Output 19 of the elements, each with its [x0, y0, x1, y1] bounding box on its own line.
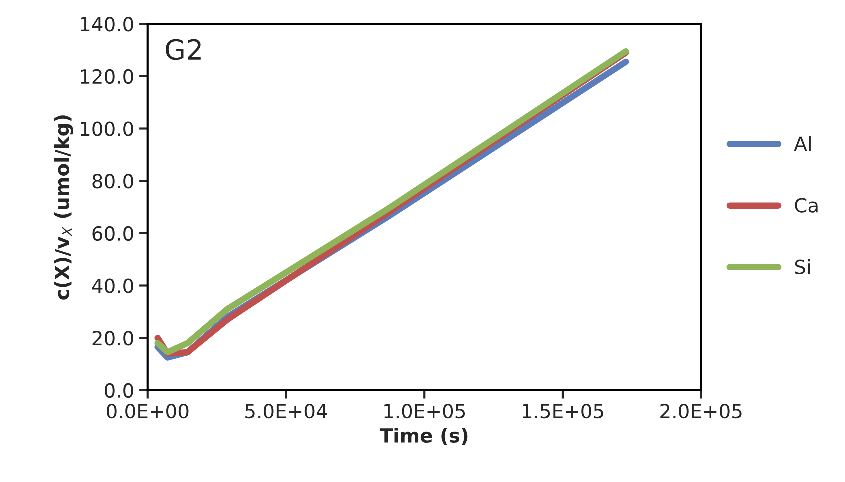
- y-axis-title: c(X)/v$_{X}$ (umol/kg): [54, 116, 74, 300]
- legend-label: Si: [795, 259, 810, 274]
- y-tick-label: 0.0: [105, 383, 134, 398]
- y-tick-label: 100.0: [81, 122, 134, 136]
- y-tick-label: 20.0: [92, 331, 134, 346]
- x-tick-label: 0.0E+00: [107, 404, 189, 419]
- y-tick-label: 40.0: [92, 278, 134, 294]
- x-tick-label: 5.0E+04: [246, 404, 328, 419]
- y-tick-label: 140.0: [81, 17, 134, 32]
- x-tick-label: 1.5E+05: [522, 404, 604, 419]
- annotation: G2: [166, 39, 201, 60]
- y-tick-label: 120.0: [81, 69, 134, 84]
- x-axis-title: Time (s): [380, 428, 468, 446]
- legend-label: Al: [794, 136, 811, 152]
- y-tick-label: 60.0: [92, 226, 134, 242]
- x-tick-label: 1.0E+05: [384, 404, 466, 419]
- y-tick-label: 80.0: [92, 174, 134, 189]
- legend-label: Ca: [795, 198, 818, 213]
- x-tick-label: 2.0E+05: [660, 404, 742, 419]
